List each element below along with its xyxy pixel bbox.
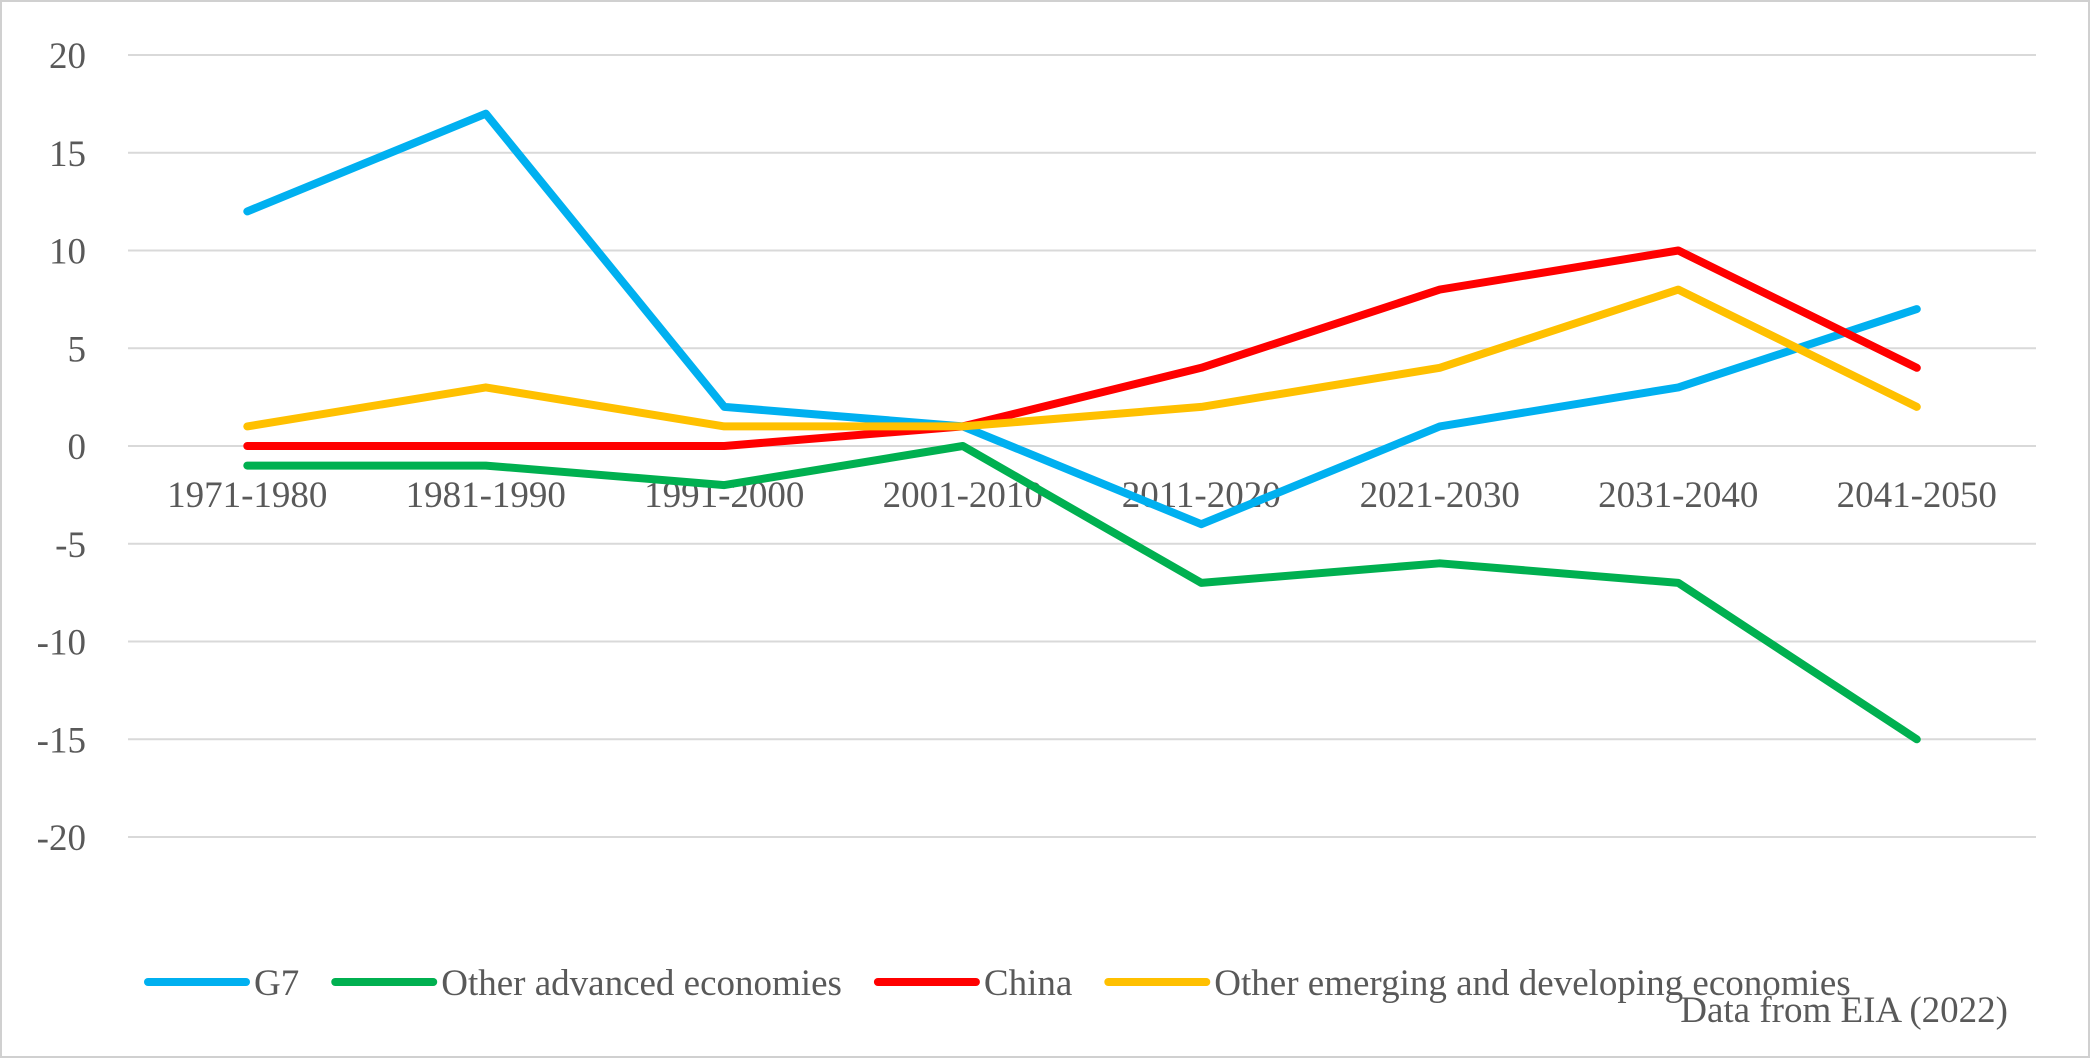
y-tick-label: 0 <box>68 427 87 468</box>
x-tick-label: 2011-2020 <box>1122 475 1281 516</box>
y-tick-label: -15 <box>37 720 86 761</box>
y-tick-label: -5 <box>55 525 86 566</box>
legend-label: China <box>984 963 1072 1004</box>
y-tick-label: 20 <box>49 36 86 77</box>
x-tick-label: 2041-2050 <box>1837 475 1997 516</box>
y-tick-label: -20 <box>37 818 86 859</box>
x-tick-label: 1971-1980 <box>167 475 327 516</box>
x-tick-label: 1981-1990 <box>406 475 566 516</box>
series-line-3 <box>243 285 1921 431</box>
x-axis-ticks: 1971-1980 1981-1990 1991-2000 2001-2010 2011… <box>167 475 1997 516</box>
y-tick-label: 5 <box>68 329 87 370</box>
legend: G7 Other advanced economies China Other eme… <box>144 963 1851 1004</box>
y-tick-label: -10 <box>37 623 86 664</box>
x-tick-label: 2031-2040 <box>1598 475 1758 516</box>
y-tick-label: 10 <box>49 232 86 273</box>
x-tick-label: 2001-2010 <box>883 475 1043 516</box>
x-tick-label: 2021-2030 <box>1360 475 1520 516</box>
series-line-2 <box>243 246 1921 450</box>
legend-label: Other emerging and developing economies <box>1214 963 1850 1004</box>
series-lines <box>243 109 1921 744</box>
legend-label: G7 <box>254 963 299 1004</box>
source-note: Data from EIA (2022) <box>1680 990 2008 1031</box>
legend-label: Other advanced economies <box>441 963 842 1004</box>
y-tick-label: 15 <box>49 134 86 175</box>
series-line-1 <box>243 442 1921 744</box>
y-axis-ticks: 20 15 10 5 0 -5 -10 -15 -20 <box>37 36 86 859</box>
series-line-0 <box>243 109 1921 529</box>
